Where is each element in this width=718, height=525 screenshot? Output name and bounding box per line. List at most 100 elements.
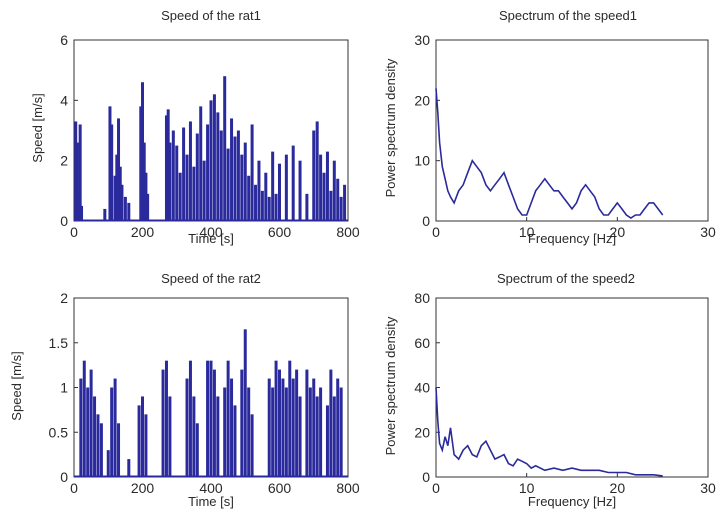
panel-title: Spectrum of the speed2 (497, 271, 635, 286)
baseline (74, 475, 348, 477)
bar (86, 387, 90, 477)
x-tick-label: 800 (336, 480, 360, 496)
bar (226, 360, 230, 477)
bar (166, 109, 170, 221)
bar (113, 175, 117, 221)
y-tick-label: 0 (60, 469, 68, 485)
bar (332, 396, 336, 477)
bar (199, 106, 203, 221)
x-axis-label: Frequency [Hz] (528, 231, 616, 246)
bar (305, 193, 309, 221)
x-axis-label: Time [s] (188, 231, 234, 246)
y-tick-label: 20 (414, 92, 430, 108)
bar (305, 369, 309, 477)
bar (118, 166, 122, 221)
bar (247, 387, 251, 477)
bar (141, 82, 144, 221)
bar (202, 160, 206, 221)
y-tick-label: 4 (60, 92, 68, 108)
bar (274, 193, 278, 221)
bar (343, 184, 347, 221)
bar (339, 387, 343, 477)
x-tick-label: 200 (131, 224, 155, 240)
bar (142, 142, 146, 221)
bar (188, 360, 192, 477)
bar (223, 387, 227, 477)
bar (322, 172, 326, 221)
bar (89, 369, 93, 477)
bar (336, 378, 340, 477)
bar (144, 172, 148, 221)
bar (182, 127, 186, 221)
y-tick-label: 60 (414, 335, 430, 351)
bar (99, 423, 103, 477)
bar (212, 369, 216, 477)
bar (325, 151, 329, 221)
bar (298, 160, 302, 221)
bar (161, 369, 165, 477)
bar (267, 378, 271, 477)
series-line (435, 387, 663, 477)
bar (257, 160, 261, 221)
bar (267, 196, 271, 221)
bar (298, 396, 302, 477)
bar (137, 405, 141, 477)
bar (329, 369, 333, 477)
x-tick-label: 0 (70, 224, 78, 240)
bar (236, 130, 240, 221)
bar (141, 396, 144, 477)
bar (108, 106, 112, 221)
bar (82, 360, 86, 477)
bar (115, 154, 119, 221)
bar (168, 396, 172, 477)
bar (247, 175, 251, 221)
bar (123, 196, 127, 221)
y-tick-label: 1.5 (49, 335, 69, 351)
bar (230, 118, 234, 221)
bar (80, 205, 84, 221)
bar (226, 148, 230, 221)
bar (146, 193, 150, 221)
bar (339, 196, 343, 221)
bar (223, 76, 227, 221)
bar (79, 378, 83, 477)
x-tick-label: 400 (199, 480, 223, 496)
x-tick-label: 20 (610, 480, 626, 496)
bar (168, 142, 172, 221)
bar (308, 387, 312, 477)
x-tick-label: 20 (610, 224, 626, 240)
bar (106, 450, 110, 477)
panel-title: Speed of the rat1 (161, 8, 261, 23)
x-tick-label: 800 (336, 224, 360, 240)
bar (295, 369, 299, 477)
bar (195, 423, 199, 477)
bar (284, 387, 288, 477)
bar (78, 124, 82, 221)
bar (164, 115, 168, 221)
bar (288, 360, 292, 477)
y-tick-label: 0 (60, 213, 68, 229)
bar (264, 172, 268, 221)
bar (312, 378, 316, 477)
panel-spectrum-speed2: Spectrum of the speed2 Frequency [Hz] Po… (383, 271, 716, 509)
bar (315, 396, 319, 477)
bar (329, 190, 333, 221)
bar (113, 378, 117, 477)
x-tick-label: 30 (700, 480, 716, 496)
bar (216, 396, 220, 477)
y-tick-label: 2 (60, 290, 68, 306)
bar (260, 190, 264, 221)
bar (175, 145, 179, 221)
x-tick-label: 30 (700, 224, 716, 240)
bar (75, 142, 79, 221)
bar (103, 208, 107, 221)
bar (250, 124, 254, 221)
panel-title: Speed of the rat2 (161, 271, 261, 286)
bar (188, 121, 192, 221)
bar (233, 136, 237, 221)
y-tick-label: 10 (414, 153, 430, 169)
x-tick-label: 200 (131, 480, 155, 496)
bar (336, 178, 340, 221)
bar (117, 423, 121, 477)
bar (230, 378, 234, 477)
